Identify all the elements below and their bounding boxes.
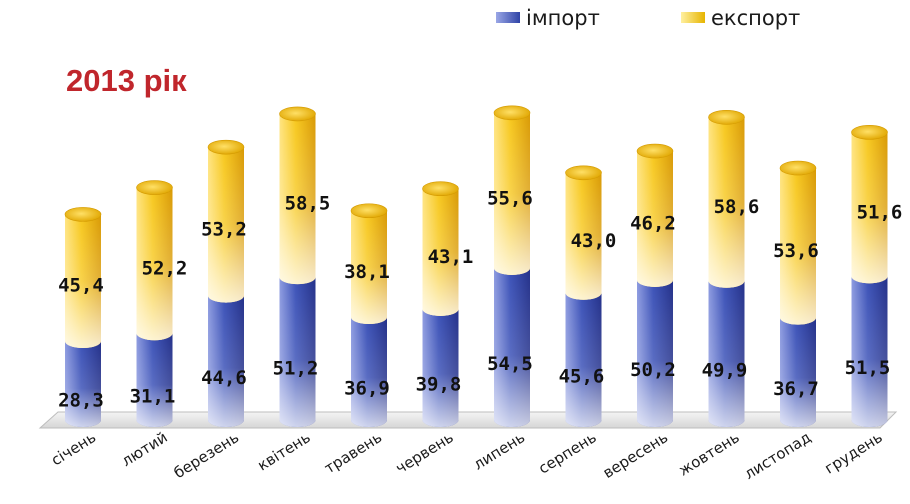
bar-export-shade-2	[136, 187, 173, 341]
legend-swatch-import	[496, 12, 520, 23]
bar-import-shade-3	[208, 295, 244, 427]
bar-export-shade-10	[708, 117, 745, 288]
data-label-import-11: 36,7	[773, 378, 819, 400]
bar-cap-5	[350, 203, 388, 219]
bar-import-shade-8	[565, 292, 602, 428]
data-label-import-10: 49,9	[702, 359, 748, 381]
bar-cap-10	[708, 109, 745, 125]
bar-export-shade-12	[851, 132, 888, 284]
bar-import-shade-11	[780, 317, 816, 427]
data-label-export-8: 43,0	[571, 230, 617, 252]
category-label-5: травень	[321, 428, 385, 477]
data-label-export-2: 52,2	[142, 257, 188, 279]
data-label-import-3: 44,6	[201, 367, 247, 389]
category-label-12: грудень	[821, 428, 885, 477]
category-label-9: вересень	[600, 428, 671, 482]
data-label-export-9: 46,2	[630, 212, 676, 234]
data-label-import-9: 50,2	[630, 359, 676, 381]
data-label-import-6: 39,8	[416, 373, 462, 395]
category-label-2: лютий	[118, 428, 170, 470]
bar-cap-2	[136, 180, 173, 195]
bar-cap-4	[279, 106, 316, 122]
bar-cap-7	[493, 105, 531, 121]
bar-export-shade-11	[780, 168, 816, 325]
bar-import-shade-6	[422, 308, 459, 428]
bar-export-shade-6	[422, 188, 459, 316]
bar-import-shade-4	[279, 277, 316, 428]
legend-label-import: імпорт	[526, 6, 600, 30]
category-label-10: жовтень	[675, 428, 742, 479]
bar-export-shade-7	[494, 112, 530, 275]
data-label-export-1: 45,4	[58, 275, 104, 297]
chart-title: 2013 рік	[66, 63, 187, 98]
legend-label-export: експорт	[711, 6, 800, 30]
bar-cap-12	[851, 125, 888, 140]
bar-import-shade-12	[851, 276, 888, 428]
legend: імпорт експорт	[496, 6, 800, 30]
data-label-import-7: 54,5	[487, 353, 533, 375]
data-label-export-11: 53,6	[773, 240, 819, 262]
category-label-8: серпень	[535, 428, 599, 478]
bar-cap-1	[64, 207, 102, 222]
bar-import-shade-1	[65, 341, 101, 427]
data-label-import-1: 28,3	[58, 390, 104, 412]
data-label-export-12: 51,6	[857, 201, 903, 223]
data-label-import-4: 51,2	[273, 358, 319, 380]
data-label-export-5: 38,1	[344, 261, 390, 283]
bar-export-shade-9	[637, 151, 673, 287]
bar-cap-8	[565, 165, 602, 181]
bar-import-shade-9	[637, 279, 673, 427]
category-label-4: квітень	[254, 428, 313, 474]
bar-export-shade-3	[208, 147, 244, 303]
bar-cap-9	[636, 143, 674, 159]
data-label-export-4: 58,5	[285, 193, 331, 215]
data-label-import-5: 36,9	[344, 378, 390, 400]
bar-import-shade-10	[708, 280, 745, 428]
category-label-3: березень	[171, 428, 243, 482]
data-label-import-8: 45,6	[559, 365, 605, 387]
bar-export-shade-5	[351, 210, 387, 325]
bar-cap-11	[779, 160, 817, 176]
category-label-6: червень	[393, 428, 457, 477]
bar-export-shade-1	[65, 214, 101, 349]
data-label-import-2: 31,1	[130, 386, 176, 408]
bar-cap-3	[207, 139, 245, 155]
category-labels-group: січень лютий березень квітень травень червень…	[48, 428, 886, 483]
category-label-11: листопад	[741, 428, 814, 483]
bar-cap-6	[422, 181, 459, 197]
data-label-export-7: 55,6	[487, 187, 533, 209]
category-label-1: січень	[48, 428, 99, 469]
data-labels-group: 28,3 45,4 31,1 52,2 44,6 53,2 51,2 58,5 36,9 38,1…	[58, 187, 902, 411]
chart-floor	[38, 411, 898, 429]
data-label-import-12: 51,5	[845, 357, 891, 379]
category-label-7: липень	[470, 428, 528, 473]
bar-import-shade-7	[494, 267, 530, 427]
legend-swatch-export	[681, 12, 705, 23]
data-label-export-6: 43,1	[428, 246, 474, 268]
bar-import-shade-5	[351, 317, 387, 427]
bars-group	[64, 105, 888, 428]
data-label-export-10: 58,6	[714, 196, 760, 218]
data-label-export-3: 53,2	[201, 218, 247, 240]
bar-export-shade-4	[279, 113, 316, 285]
bar-export-shade-8	[565, 172, 602, 300]
bar-import-shade-2	[136, 333, 173, 427]
